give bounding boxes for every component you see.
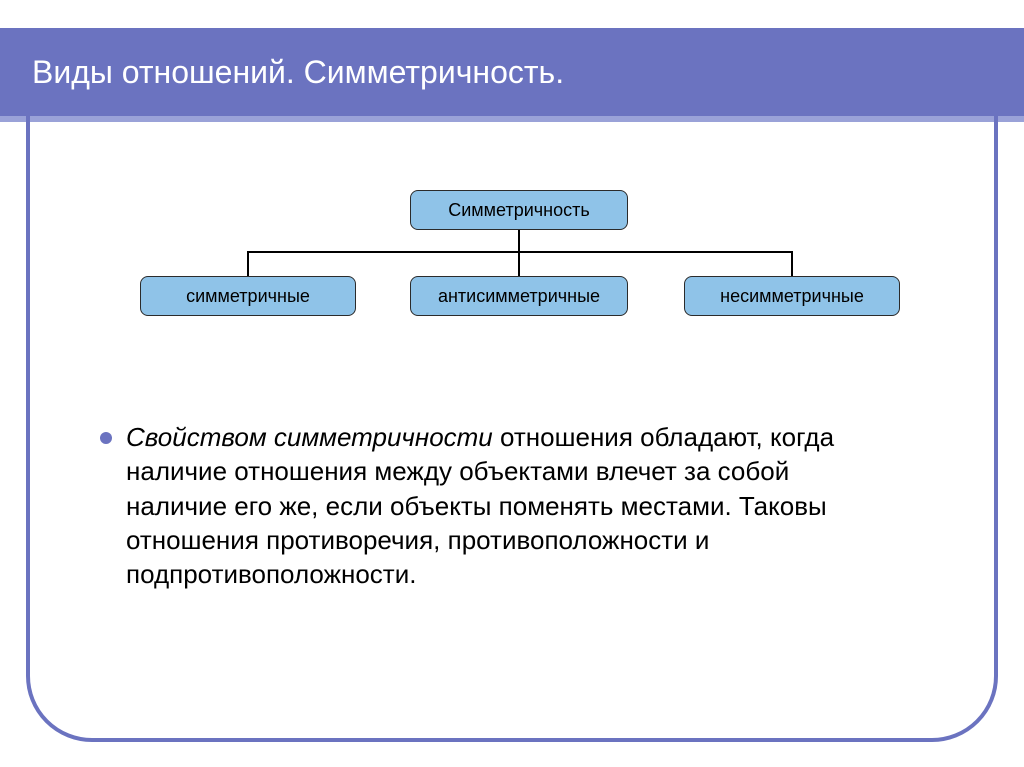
- tree-diagram: Симметричность симметричные антисимметри…: [140, 190, 900, 340]
- tree-node-child-1-label: антисимметричные: [438, 286, 600, 307]
- body-block: Свойством симметричности отношения облад…: [100, 420, 870, 592]
- tree-connector-drop-0: [247, 252, 249, 276]
- tree-node-root-label: Симметричность: [448, 200, 589, 221]
- tree-connector-drop-1: [518, 252, 520, 276]
- tree-connector-bus: [247, 251, 793, 253]
- tree-node-child-2-label: несимметричные: [720, 286, 864, 307]
- slide-root: Виды отношений. Симметричность. Симметри…: [0, 0, 1024, 767]
- tree-node-child-2: несимметричные: [684, 276, 900, 316]
- tree-connector-drop-2: [791, 252, 793, 276]
- body-text-italic-lead: Свойством симметричности: [126, 422, 493, 452]
- tree-node-child-0-label: симметричные: [186, 286, 310, 307]
- tree-node-child-0: симметричные: [140, 276, 356, 316]
- tree-node-root: Симметричность: [410, 190, 628, 230]
- body-bullet-item: Свойством симметричности отношения облад…: [100, 420, 870, 592]
- body-text: Свойством симметричности отношения облад…: [126, 420, 870, 592]
- header-band: Виды отношений. Симметричность.: [0, 28, 1024, 116]
- bullet-icon: [100, 432, 112, 444]
- tree-connector-root-stub: [518, 230, 520, 252]
- tree-node-child-1: антисимметричные: [410, 276, 628, 316]
- header-underline: [0, 116, 1024, 122]
- page-title: Виды отношений. Симметричность.: [32, 54, 564, 91]
